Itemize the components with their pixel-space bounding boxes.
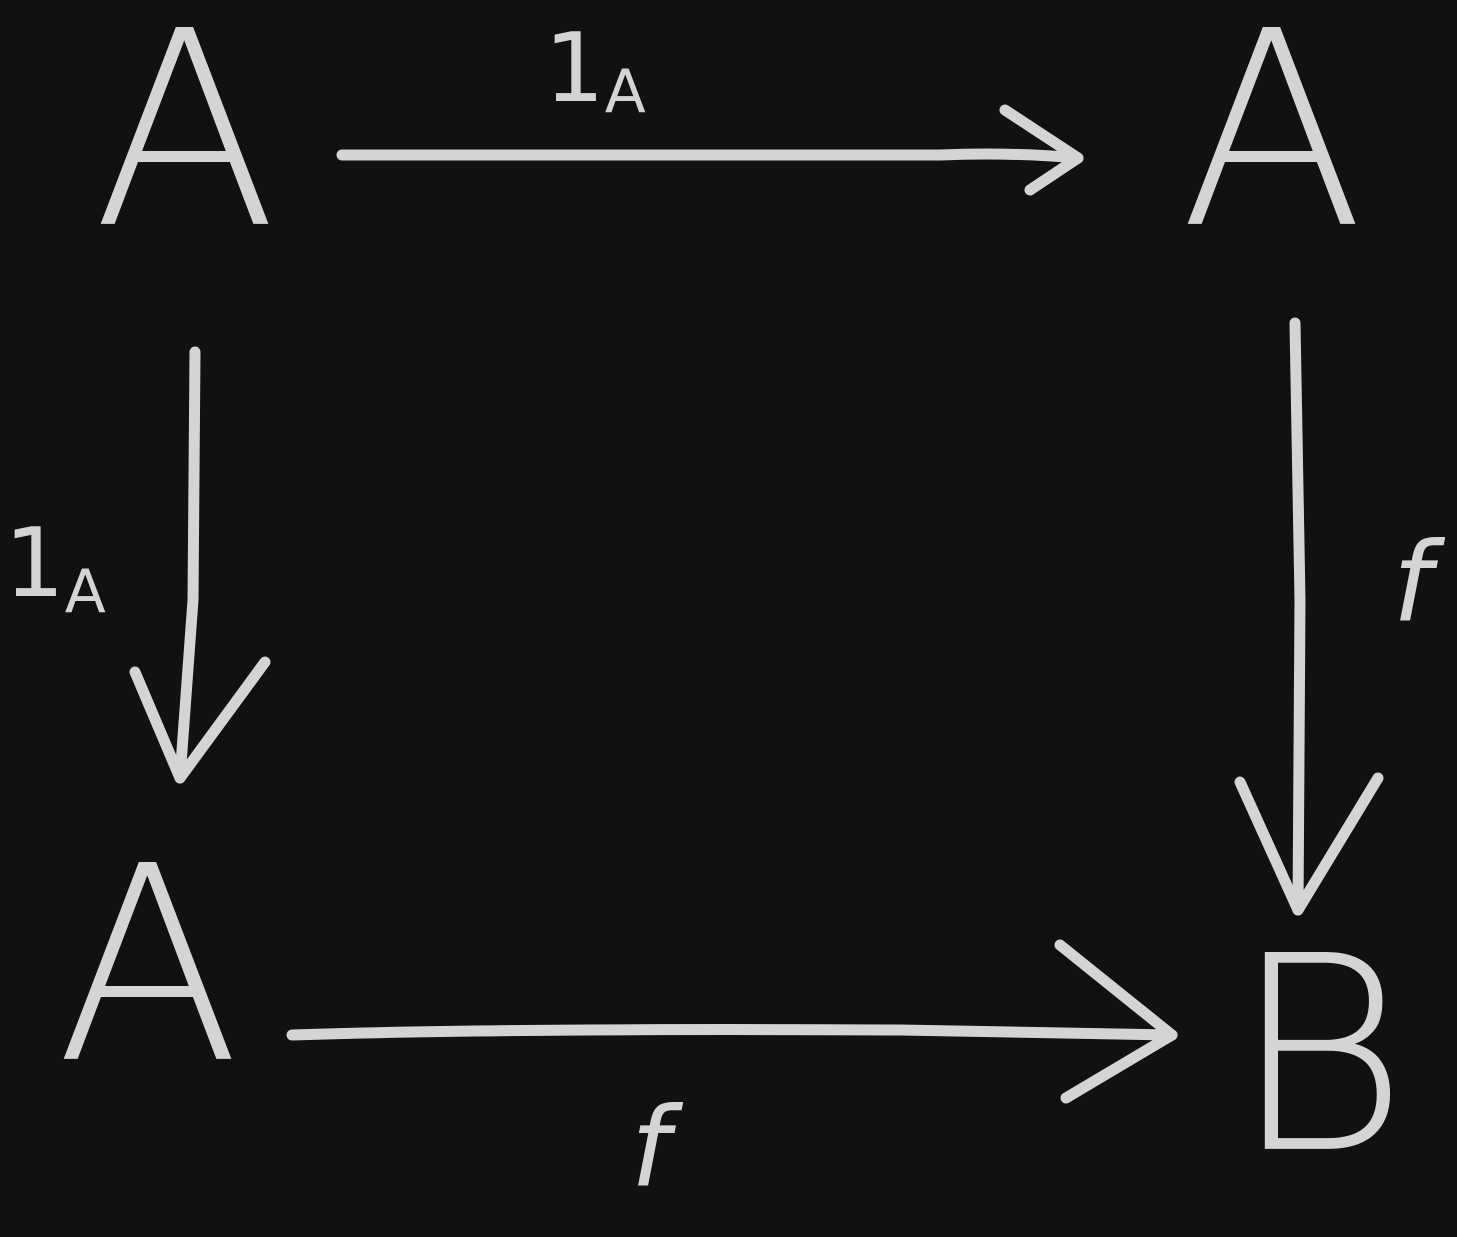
- edge-label: 1A: [4, 509, 106, 627]
- edge-label-subscript: A: [65, 557, 106, 627]
- edge-label-subscript: A: [605, 57, 646, 127]
- edge-label: 1A: [544, 14, 646, 127]
- node: B: [1232, 898, 1409, 1213]
- edge-label-main: 1: [544, 14, 604, 124]
- arrow: [129, 346, 271, 784]
- edge-label-main: 1: [4, 509, 64, 619]
- arrow: [1234, 317, 1384, 916]
- arrow: [286, 939, 1178, 1104]
- node: A: [1180, 0, 1365, 288]
- arrow: [336, 104, 1084, 196]
- node: A: [56, 808, 241, 1123]
- node: A: [93, 0, 278, 288]
